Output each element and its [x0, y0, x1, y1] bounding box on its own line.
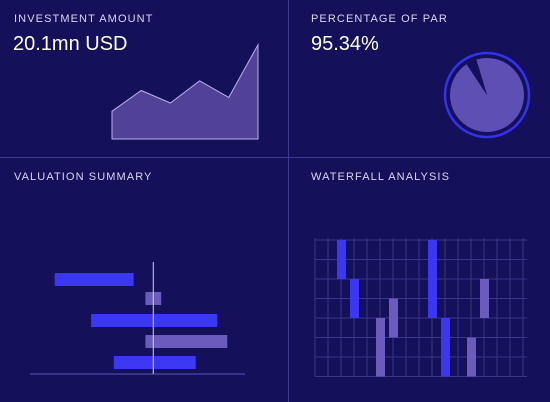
percentage-of-par-panel[interactable]: PERCENTAGE OF PAR 95.34%	[289, 0, 550, 157]
waterfall-chart	[289, 158, 550, 402]
waterfall-bar	[376, 318, 385, 377]
waterfall-analysis-panel[interactable]: WATERFALL ANALYSIS	[289, 158, 550, 402]
par-pie-chart	[289, 0, 550, 157]
valuation-bar	[145, 335, 227, 348]
area-series	[112, 45, 258, 139]
investment-area-chart	[0, 0, 288, 157]
waterfall-bar	[350, 279, 359, 318]
waterfall-bar	[389, 299, 398, 338]
investment-amount-panel[interactable]: INVESTMENT AMOUNT 20.1mn USD	[0, 0, 288, 157]
valuation-bar	[55, 273, 134, 286]
waterfall-bar	[337, 240, 346, 279]
valuation-summary-panel[interactable]: VALUATION SUMMARY	[0, 158, 288, 402]
waterfall-bar	[467, 338, 476, 377]
pie-slice	[450, 58, 524, 132]
waterfall-bar	[441, 318, 450, 377]
valuation-bar	[114, 356, 196, 369]
waterfall-bar	[480, 279, 489, 318]
valuation-bar-chart	[0, 158, 288, 402]
waterfall-bar	[428, 240, 437, 318]
valuation-bar	[91, 314, 217, 327]
